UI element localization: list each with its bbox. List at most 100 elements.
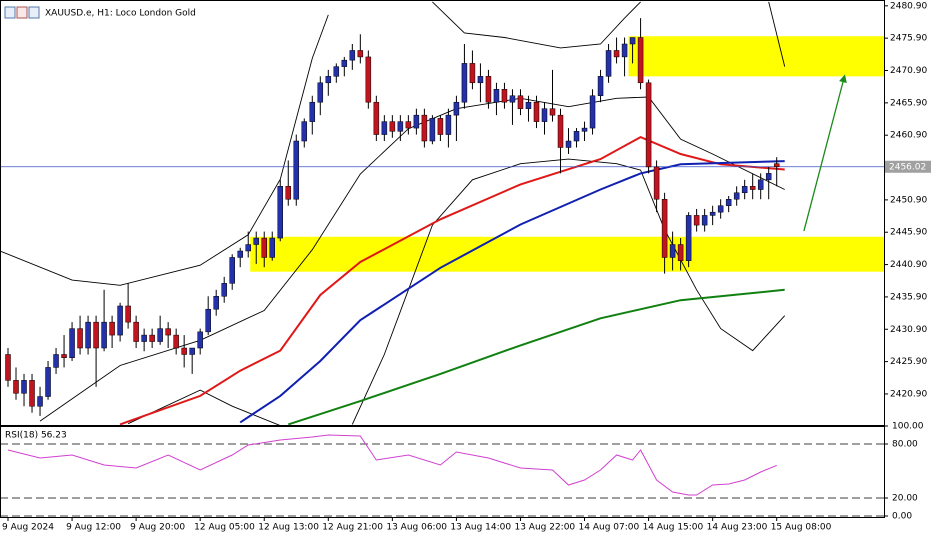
rsi-tick-label: 100.00 [892, 422, 924, 432]
candle-body [701, 215, 708, 226]
candle-body [29, 380, 35, 407]
candle-body [541, 108, 548, 122]
candle-body [21, 380, 27, 394]
x-tick-label: 13 Aug 22:00 [514, 523, 575, 533]
candle-body [765, 173, 772, 181]
candle-body [141, 334, 147, 342]
indicator-line [432, 1, 641, 49]
indicator-line [119, 135, 785, 425]
icon [16, 6, 28, 19]
candle-body [637, 37, 644, 84]
candle-body [693, 215, 700, 226]
candle-body [13, 380, 19, 394]
zone [628, 36, 884, 77]
candle-body [85, 321, 91, 349]
candle-body [77, 328, 83, 349]
chart-title: XAUUSD.e, H1: Loco London Gold [45, 9, 196, 19]
candle-body [333, 66, 340, 77]
candle-body [261, 237, 267, 258]
rsi-frame [0, 426, 885, 518]
candle-body [125, 305, 131, 323]
candle-body [325, 76, 332, 84]
candle-body [317, 82, 324, 103]
x-tick-label: 12 Aug 05:00 [194, 523, 255, 533]
y-tick-label: 2440.90 [890, 260, 927, 270]
x-tick-label: 12 Aug 13:00 [258, 523, 319, 533]
candle-body [365, 56, 372, 103]
candle-body [581, 127, 588, 132]
candle-body [373, 101, 380, 135]
candle-body [253, 237, 259, 245]
candle-body [237, 250, 243, 258]
candle-body [101, 321, 107, 349]
y-tick-label: 2425.90 [890, 357, 927, 367]
candle-body [277, 186, 284, 239]
candle-body [309, 101, 316, 122]
candle-body [109, 321, 115, 336]
rsi-tick-label: 0.00 [892, 512, 912, 522]
x-tick-label: 9 Aug 20:00 [130, 523, 185, 533]
candle-body [381, 121, 388, 135]
candle-body [461, 63, 468, 103]
candle-body [549, 108, 556, 116]
candle-body [213, 296, 219, 310]
candle-body [117, 305, 123, 336]
y-tick-label: 2420.90 [890, 389, 927, 399]
candle-body [53, 354, 59, 368]
candle-body [341, 59, 348, 67]
candle-body [293, 140, 300, 200]
candle-body [453, 101, 460, 116]
candle-body [533, 101, 540, 122]
candle-body [45, 367, 51, 397]
y-tick-label: 2445.90 [890, 228, 927, 238]
rsi-line [7, 434, 777, 496]
candle-body [469, 63, 476, 84]
candle-body [357, 50, 364, 58]
candle-body [685, 215, 692, 261]
candle-body [525, 101, 532, 109]
price-frame [0, 0, 885, 426]
rsi-title: RSI(18) 56.23 [5, 431, 67, 441]
candle-body [493, 89, 500, 103]
indicator-line [287, 288, 785, 425]
candle-body [133, 321, 139, 342]
candle-body [645, 82, 652, 168]
candle-body [773, 163, 780, 168]
x-tick-label: 14 Aug 15:00 [643, 523, 704, 533]
candle-body [629, 37, 636, 45]
last-price-box [885, 160, 931, 173]
candle-body [669, 244, 676, 258]
candle-body [605, 50, 612, 77]
x-tick-label: 14 Aug 23:00 [707, 523, 768, 533]
indicator-line [127, 389, 281, 425]
x-tick-label: 9 Aug 2024 [2, 523, 54, 533]
candle-body [269, 237, 275, 258]
candle-body [653, 166, 660, 200]
x-tick-label: 13 Aug 06:00 [386, 523, 447, 533]
x-tick-label: 12 Aug 21:00 [322, 523, 383, 533]
price-panel [0, 1, 884, 425]
indicator-line [768, 1, 786, 67]
candle-body [421, 114, 428, 142]
x-tick-label: 9 Aug 12:00 [66, 523, 121, 533]
x-tick-label: 15 Aug 08:00 [771, 523, 832, 533]
candle-body [557, 114, 564, 148]
candle-body [69, 328, 75, 358]
y-tick-label: 2470.90 [890, 66, 927, 76]
rsi-tick-label: 80.00 [892, 440, 918, 450]
candle-body [157, 328, 163, 342]
candle-body [5, 354, 11, 381]
rsi-tick-label: 20.00 [892, 494, 918, 504]
candle-body [397, 121, 404, 132]
candle-body [717, 205, 724, 213]
y-tick-label: 2475.90 [890, 34, 927, 44]
icon [28, 6, 40, 19]
candle-body [229, 257, 235, 284]
candle-body [37, 396, 43, 407]
candle-body [93, 321, 99, 349]
candle-body [757, 179, 764, 190]
candle-body [733, 192, 740, 200]
candle-body [741, 186, 748, 194]
candle-body [589, 95, 596, 129]
